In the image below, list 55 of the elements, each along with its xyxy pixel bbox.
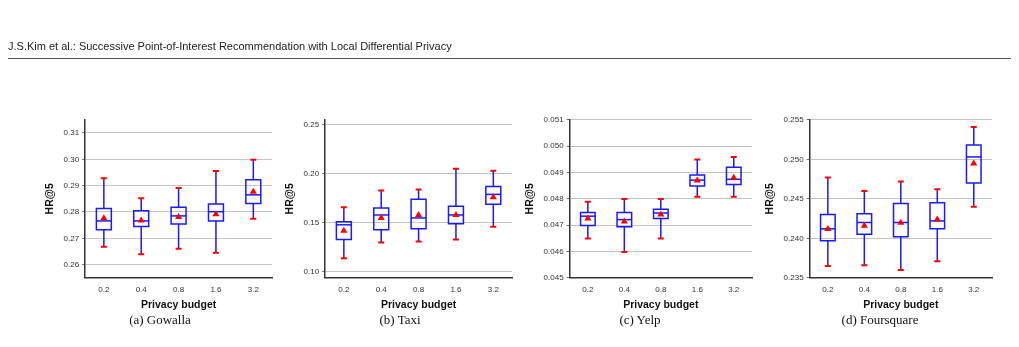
y-tick-label: 0.045 xyxy=(543,273,565,282)
y-tick-label: 0.15 xyxy=(303,218,320,228)
x-tick-label: 0.2 xyxy=(582,284,594,294)
text: (c) Yelp xyxy=(618,312,662,328)
y-tick-label: 0.050 xyxy=(543,141,565,151)
y-tick-label: 0.051 xyxy=(543,115,565,124)
y-tick-label: 0.31 xyxy=(63,128,80,138)
x-tick-label: 3.2 xyxy=(968,284,980,294)
y-tick-label: 0.26 xyxy=(63,259,80,269)
y-tick-label: 0.29 xyxy=(63,180,80,190)
x-tick-label: 0.8 xyxy=(655,284,667,294)
y-tick-label: 0.255 xyxy=(783,115,805,124)
text: (b) Taxi xyxy=(378,312,422,328)
y-tick-label: 0.049 xyxy=(543,167,565,177)
x-tick-label: 1.6 xyxy=(691,284,704,294)
x-tick-label: 0.4 xyxy=(135,284,148,294)
y-tick-label: 0.30 xyxy=(63,154,80,164)
y-tick-label: 0.047 xyxy=(543,220,565,230)
x-tick-label: 3.2 xyxy=(728,284,740,294)
y-tick-label: 0.048 xyxy=(543,194,565,203)
y-axis-title: HR@5 xyxy=(523,183,536,215)
x-tick-label: 0.4 xyxy=(375,284,388,294)
text: J.S.Kim et al.: Successive Point-of-Interest Recommendation with Local Differential Privacy xyxy=(8,40,1011,59)
x-tick-label: 0.2 xyxy=(338,284,350,294)
y-axis-title: HR@5 xyxy=(43,183,56,215)
y-tick-label: 0.245 xyxy=(783,194,805,203)
y-tick-label: 0.10 xyxy=(303,267,320,277)
x-tick-label: 1.6 xyxy=(931,284,944,294)
y-axis-title: HR@5 xyxy=(283,183,296,215)
text: (a) Gowalla xyxy=(128,312,192,328)
x-tick-label: 1.6 xyxy=(450,284,463,294)
y-tick-label: 0.28 xyxy=(63,207,80,217)
x-tick-label: 0.2 xyxy=(822,284,834,294)
x-tick-label: 3.2 xyxy=(247,284,260,294)
x-tick-label: 0.4 xyxy=(858,284,871,294)
x-tick-label: 0.2 xyxy=(98,284,110,294)
x-axis-title: Privacy budget xyxy=(140,297,217,310)
x-axis-title: Privacy budget xyxy=(623,297,699,310)
text: (d) Foursquare xyxy=(840,312,920,328)
y-tick-label: 0.25 xyxy=(303,119,320,129)
x-tick-label: 3.2 xyxy=(487,284,500,294)
x-tick-label: 0.8 xyxy=(173,284,185,294)
y-tick-label: 0.250 xyxy=(783,154,805,164)
x-axis-title: Privacy budget xyxy=(863,297,939,310)
y-tick-label: 0.046 xyxy=(543,246,565,256)
x-tick-label: 0.8 xyxy=(895,284,907,294)
y-axis-title: HR@5 xyxy=(763,183,776,215)
y-tick-label: 0.235 xyxy=(783,273,805,282)
y-tick-label: 0.240 xyxy=(783,233,805,243)
y-tick-label: 0.27 xyxy=(63,233,80,243)
x-axis-title: Privacy budget xyxy=(380,297,457,310)
x-tick-label: 1.6 xyxy=(210,284,223,294)
y-tick-label: 0.20 xyxy=(303,168,320,178)
x-tick-label: 0.8 xyxy=(413,284,425,294)
x-tick-label: 0.4 xyxy=(618,284,631,294)
